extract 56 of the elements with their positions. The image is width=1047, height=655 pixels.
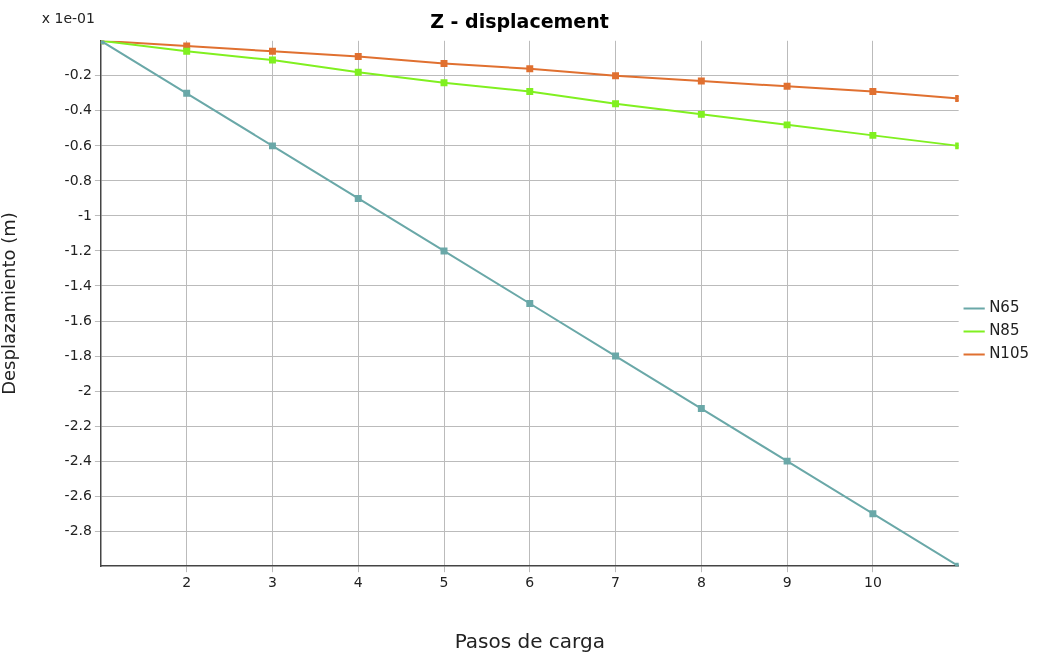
x-tick-label: 4: [353, 574, 363, 591]
point: [783, 457, 791, 465]
point: [354, 68, 362, 76]
x-tick-label: 2: [182, 574, 192, 591]
legend-label: N65: [989, 298, 1020, 317]
point: [354, 53, 362, 61]
point: [354, 194, 362, 202]
y-tick-label: -1.4: [64, 276, 92, 293]
y-tick-label: -0.2: [64, 66, 92, 83]
y-tick-label: -1.8: [64, 346, 92, 363]
point: [612, 352, 620, 360]
x-tick-label: 8: [696, 574, 706, 591]
point: [526, 65, 534, 73]
y-tick-label: -2: [77, 381, 92, 398]
y-tick-label: -1.2: [64, 241, 92, 258]
y-tick-label: -1.6: [64, 311, 92, 328]
point: [183, 47, 191, 55]
y-tick-label: -0.4: [64, 101, 92, 118]
legend-label: N105: [989, 344, 1030, 363]
y-tick-label: -2.6: [64, 486, 92, 503]
y-tick-label: -2.2: [64, 416, 92, 433]
x-tick-label: 9: [782, 574, 792, 591]
point: [268, 47, 276, 55]
x-tick-label: 10: [863, 574, 882, 591]
y-tick-label: -0.8: [64, 171, 92, 188]
point: [268, 56, 276, 64]
legend-label: N85: [989, 321, 1020, 340]
point: [783, 82, 791, 90]
point: [697, 405, 705, 413]
y-tick-label: -2.8: [64, 521, 92, 538]
y-tick-label: -2.4: [64, 451, 92, 468]
y-tick-label: -1: [77, 206, 92, 223]
point: [268, 142, 276, 150]
y-tick-label: -0.6: [64, 136, 92, 153]
x-axis-title: Pasos de carga: [454, 629, 605, 654]
point: [526, 88, 534, 96]
y-axis-title: Desplazamiento (m): [0, 212, 20, 395]
point: [697, 110, 705, 118]
point: [869, 88, 877, 96]
x-tick-label: 5: [439, 574, 449, 591]
text: x 1e-01: [41, 10, 95, 27]
point: [612, 72, 620, 80]
chart-title: Z - displacement: [430, 10, 609, 33]
point: [783, 121, 791, 129]
point: [440, 247, 448, 255]
point: [869, 510, 877, 518]
point: [440, 79, 448, 87]
point: [440, 60, 448, 68]
x-tick-label: 6: [525, 574, 535, 591]
x-tick-label: 3: [268, 574, 277, 591]
point: [869, 131, 877, 139]
point: [183, 89, 191, 97]
x-tick-label: 7: [611, 574, 621, 591]
point: [697, 77, 705, 85]
point: [612, 100, 620, 108]
point: [526, 300, 534, 307]
